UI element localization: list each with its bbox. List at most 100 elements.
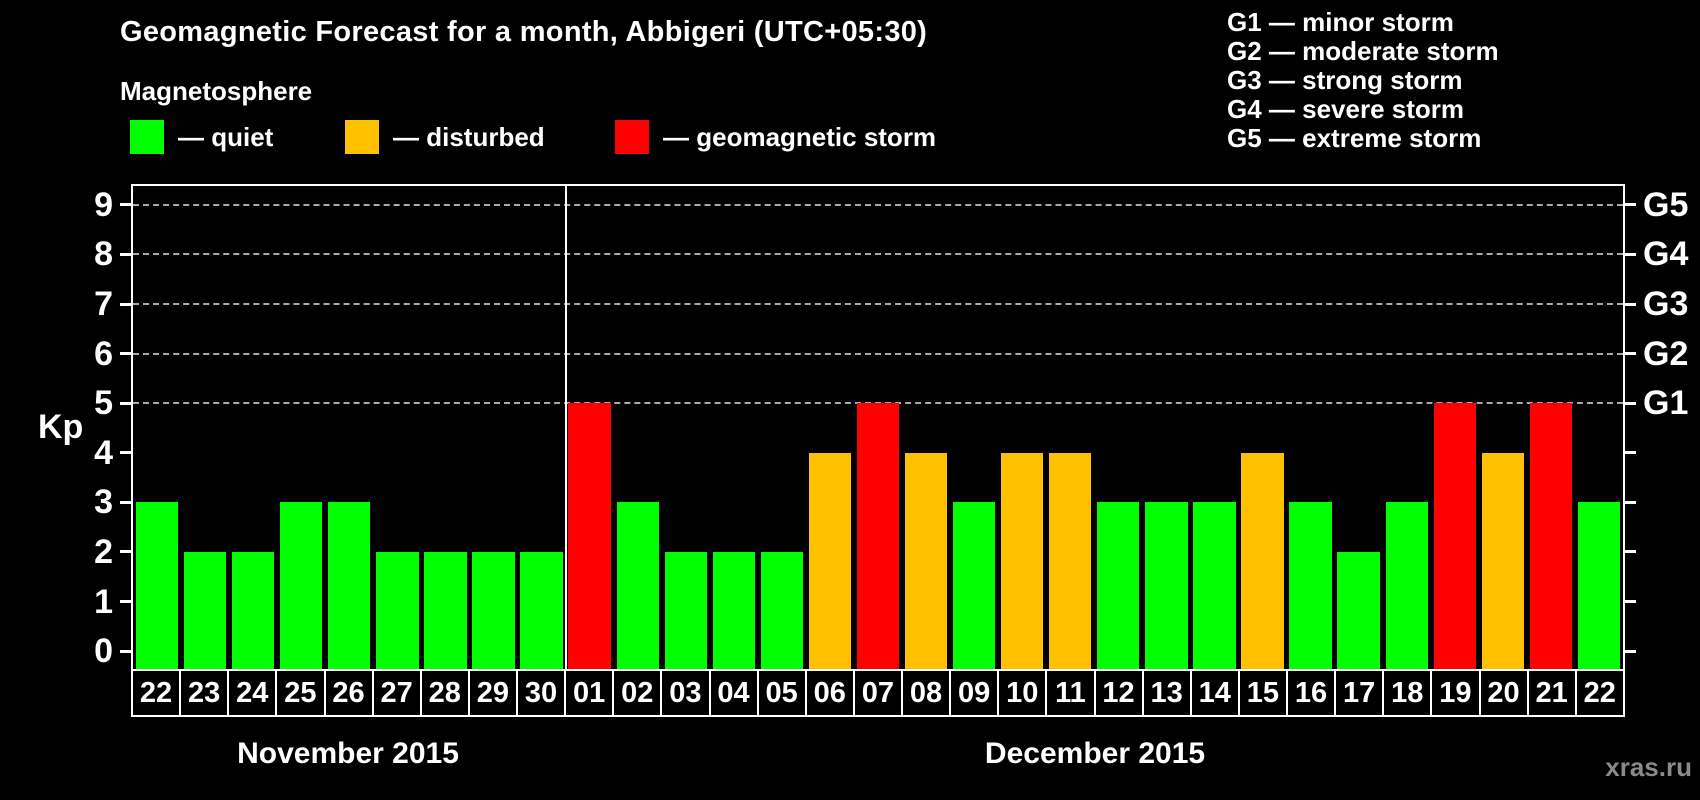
day-label-04: 04: [710, 669, 759, 717]
kp-bar-day-12: [1097, 502, 1140, 669]
g-scale-axis-label-g1: G1: [1643, 384, 1689, 423]
right-axis-tick-8: [1625, 252, 1636, 256]
bar-column-08: [902, 186, 950, 669]
kp-bar-day-16: [1289, 502, 1332, 669]
kp-tick-label-7: 7: [94, 285, 113, 324]
kp-bar-day-08: [904, 452, 948, 669]
left-axis-tick-4: [120, 451, 131, 455]
kp-tick-label-9: 9: [94, 185, 113, 224]
right-axis-tick-0: [1625, 649, 1636, 653]
bar-column-29: [469, 186, 517, 669]
day-label-29: 29: [469, 669, 518, 717]
kp-tick-label-0: 0: [94, 632, 113, 671]
bar-column-26: [325, 186, 373, 669]
bar-column-20: [1479, 186, 1527, 669]
kp-tick-label-6: 6: [94, 334, 113, 373]
bar-column-15: [1238, 186, 1286, 669]
left-axis-tick-3: [120, 500, 131, 504]
bar-column-07: [854, 186, 902, 669]
kp-bar-day-11: [1049, 452, 1092, 669]
g-scale-legend-line-g2: G2 — moderate storm: [1227, 36, 1499, 66]
bars-layer: [133, 186, 1623, 669]
left-axis-tick-8: [120, 252, 131, 256]
day-label-12: 12: [1095, 669, 1144, 717]
left-axis-tick-2: [120, 550, 131, 554]
g-scale-axis-label-g2: G2: [1643, 334, 1689, 373]
kp-bar-day-15: [1241, 452, 1284, 669]
legend-item-quiet: — quiet: [130, 118, 273, 156]
legend-item-disturbed: — disturbed: [345, 118, 545, 156]
watermark: xras.ru: [1605, 752, 1692, 782]
day-label-21: 21: [1528, 669, 1577, 717]
kp-bar-day-01: [568, 403, 611, 669]
g-scale-axis-label-g4: G4: [1643, 235, 1689, 274]
left-axis-tick-7: [120, 302, 131, 306]
day-label-22: 22: [1576, 669, 1625, 717]
left-axis-tick-9: [120, 203, 131, 207]
day-label-25: 25: [277, 669, 326, 717]
bar-column-10: [998, 186, 1046, 669]
kp-bar-day-24: [232, 551, 275, 669]
legend-item-label: — quiet: [178, 121, 274, 152]
left-axis-tick-1: [120, 600, 131, 604]
kp-axis-title: Kp: [38, 408, 84, 446]
kp-bar-day-07: [856, 403, 900, 669]
g-scale-legend-line-g4: G4 — severe storm: [1227, 94, 1465, 124]
kp-bar-day-19: [1433, 403, 1476, 669]
g-scale-legend-line-g5: G5 — extreme storm: [1227, 123, 1482, 153]
legend-item-label: — geomagnetic storm: [663, 121, 937, 152]
kp-bar-day-14: [1193, 502, 1236, 669]
kp-tick-label-2: 2: [94, 532, 113, 571]
bar-column-22: [133, 186, 181, 669]
right-axis-tick-4: [1625, 451, 1636, 455]
storm-color-swatch: [615, 120, 649, 154]
kp-bar-day-29: [472, 551, 515, 669]
right-axis-tick-3: [1625, 500, 1636, 504]
bar-column-18: [1383, 186, 1431, 669]
magnetosphere-legend-title: Magnetosphere: [120, 76, 313, 106]
g-scale-legend-line-g1: G1 — minor storm: [1227, 7, 1454, 37]
bar-column-09: [950, 186, 998, 669]
kp-tick-label-4: 4: [94, 433, 113, 472]
bar-column-02: [614, 186, 662, 669]
bar-column-14: [1190, 186, 1238, 669]
day-label-07: 07: [854, 669, 903, 717]
g-scale-legend-line-g3: G3 — strong storm: [1227, 65, 1463, 95]
day-label-22: 22: [131, 669, 182, 717]
kp-tick-label-3: 3: [94, 483, 113, 522]
kp-bar-day-22: [1577, 502, 1621, 669]
bar-column-23: [181, 186, 229, 669]
day-label-03: 03: [662, 669, 711, 717]
day-axis: 22 23 24 25 26 27 28 29 30 01 02 03 04 05 06 07 08 09 10 11…: [131, 669, 1625, 717]
bar-column-16: [1287, 186, 1335, 669]
left-axis-tick-0: [120, 649, 131, 653]
bar-column-03: [662, 186, 710, 669]
kp-bar-day-20: [1481, 452, 1524, 669]
kp-bar-day-22: [135, 502, 179, 669]
bar-column-13: [1142, 186, 1190, 669]
g-scale-legend: G1 — minor storm G2 — moderate storm G3 — …: [1227, 8, 1499, 153]
kp-bar-day-03: [664, 551, 707, 669]
left-axis-tick-5: [120, 401, 131, 405]
bar-column-05: [758, 186, 806, 669]
gridline-kp-9: [133, 203, 1623, 206]
day-label-16: 16: [1288, 669, 1337, 717]
day-label-13: 13: [1143, 669, 1192, 717]
day-label-10: 10: [999, 669, 1048, 717]
day-label-24: 24: [229, 669, 278, 717]
day-label-02: 02: [614, 669, 663, 717]
day-label-30: 30: [518, 669, 567, 717]
day-label-05: 05: [758, 669, 807, 717]
right-axis-tick-9: [1625, 203, 1636, 207]
day-label-19: 19: [1432, 669, 1481, 717]
day-label-08: 08: [903, 669, 952, 717]
bar-column-22: [1575, 186, 1623, 669]
kp-bar-day-26: [328, 502, 371, 669]
kp-bar-day-27: [376, 551, 419, 669]
kp-tick-label-8: 8: [94, 235, 113, 274]
quiet-color-swatch: [130, 120, 164, 154]
day-label-27: 27: [373, 669, 422, 717]
month-label-december: December 2015: [984, 737, 1206, 770]
kp-bar-day-25: [280, 502, 323, 669]
right-axis-tick-6: [1625, 352, 1636, 356]
